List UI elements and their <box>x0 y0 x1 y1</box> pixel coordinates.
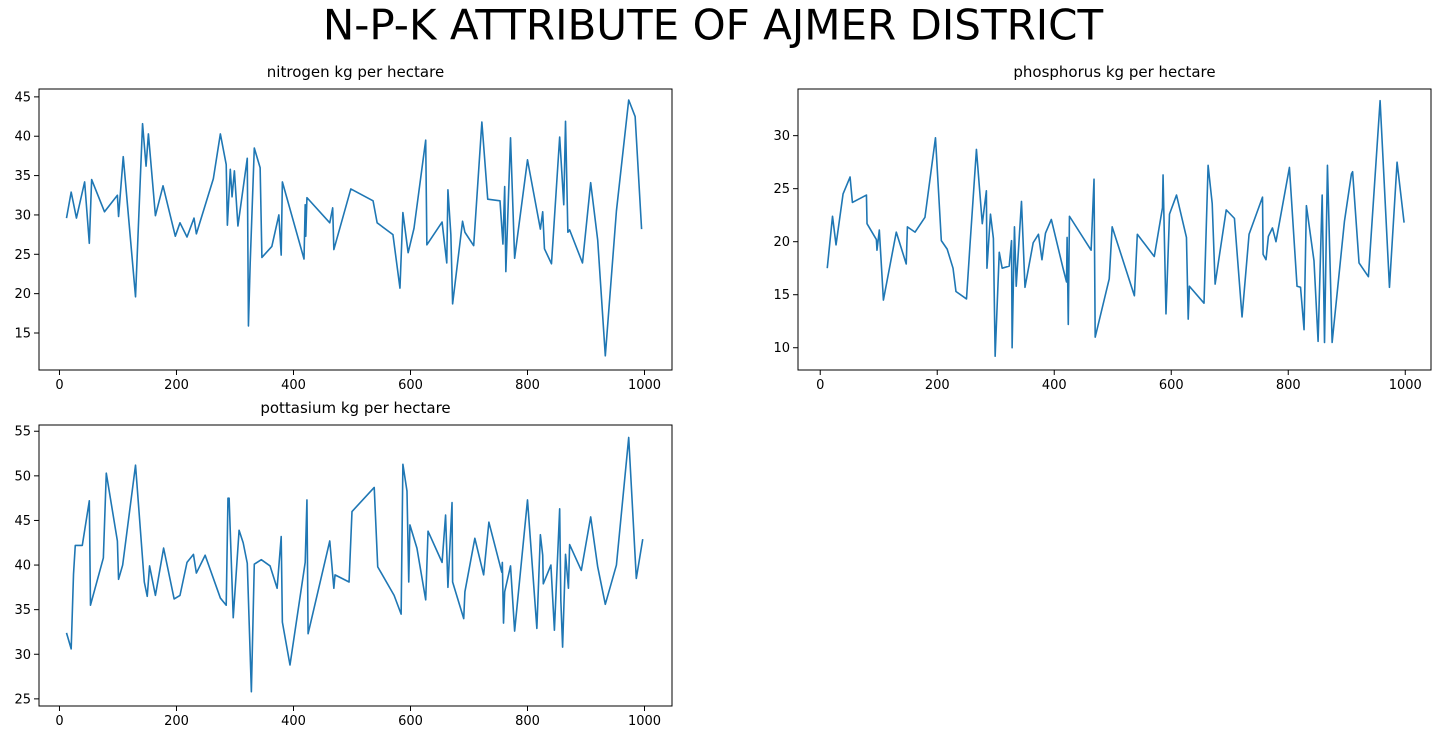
x-tick-label: 400 <box>281 378 306 393</box>
x-tick-label: 800 <box>515 714 540 729</box>
y-tick-label: 25 <box>773 182 790 197</box>
y-tick-label: 15 <box>773 288 790 303</box>
y-tick-label: 15 <box>14 327 31 342</box>
y-tick-label: 10 <box>773 341 790 356</box>
y-tick-label: 45 <box>14 514 31 529</box>
y-tick-label: 35 <box>14 169 31 184</box>
x-tick-label: 1000 <box>1389 378 1422 393</box>
x-tick-label: 0 <box>816 378 824 393</box>
x-tick-label: 1000 <box>628 714 661 729</box>
y-tick-label: 30 <box>14 648 31 663</box>
y-tick-label: 20 <box>773 235 790 250</box>
x-tick-label: 1000 <box>628 378 661 393</box>
y-tick-label: 50 <box>14 469 31 484</box>
x-tick-label: 200 <box>164 378 189 393</box>
y-tick-label: 30 <box>773 129 790 144</box>
x-tick-label: 800 <box>515 378 540 393</box>
y-tick-label: 45 <box>14 90 31 105</box>
data-line <box>65 99 643 357</box>
subplot-title: nitrogen kg per hectare <box>267 63 444 81</box>
y-tick-label: 40 <box>14 559 31 574</box>
x-tick-label: 200 <box>925 378 950 393</box>
axes-frame <box>797 88 1432 371</box>
x-tick-label: 600 <box>1159 378 1184 393</box>
x-tick-label: 0 <box>55 378 63 393</box>
x-tick-label: 200 <box>164 714 189 729</box>
subplot-title: pottasium kg per hectare <box>260 399 450 417</box>
y-tick-label: 25 <box>14 692 31 707</box>
x-tick-label: 600 <box>398 714 423 729</box>
axes-frame <box>38 88 673 371</box>
x-tick-label: 600 <box>398 378 423 393</box>
axes-frame <box>38 424 673 707</box>
x-tick-label: 400 <box>1042 378 1067 393</box>
y-tick-label: 40 <box>14 130 31 145</box>
data-line <box>826 99 1405 358</box>
figure-title: N-P-K ATTRIBUTE OF AJMER DISTRICT <box>323 1 1104 50</box>
x-tick-label: 400 <box>281 714 306 729</box>
y-tick-label: 55 <box>14 425 31 440</box>
y-tick-label: 30 <box>14 208 31 223</box>
x-tick-label: 800 <box>1276 378 1301 393</box>
x-tick-label: 0 <box>55 714 63 729</box>
y-tick-label: 35 <box>14 603 31 618</box>
y-tick-label: 20 <box>14 287 31 302</box>
subplot-title: phosphorus kg per hectare <box>1013 63 1215 81</box>
y-tick-label: 25 <box>14 248 31 263</box>
data-line <box>65 436 644 693</box>
